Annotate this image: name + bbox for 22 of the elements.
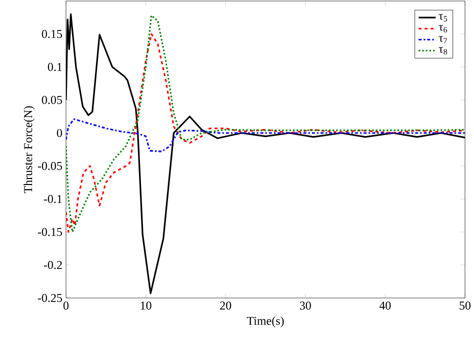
y-tick-label: -0.1 [44,194,62,204]
x-tick-label: 20 [220,302,232,310]
legend-label: τ$_{5}$ [438,14,448,22]
y-tick-label: 0.15 [42,30,62,38]
x-axis-title: Time(s) [246,316,284,328]
y-tick-label: 0.1 [48,62,62,72]
y-axis-title: Thruster Force(N) [24,106,35,194]
y-tick-label: 0.05 [42,96,62,104]
x-tick-label: 40 [379,302,391,310]
line-series [66,118,465,152]
x-tick-label: 10 [140,302,152,310]
x-tick-label: 0 [63,302,69,310]
x-tick-label: 50 [460,302,471,310]
x-tick-label: 30 [300,302,311,310]
y-tick-label: -0.2 [44,260,62,270]
y-tick-label: -0.05 [38,162,62,170]
legend-label: τ$_{8}$ [438,47,448,55]
y-tick-label: 0 [56,128,62,138]
legend-label: τ$_{7}$ [438,36,448,44]
y-tick-label: -0.25 [38,294,62,302]
y-tick-label: -0.15 [38,228,62,236]
legend-label: τ$_{6}$ [438,25,448,32]
